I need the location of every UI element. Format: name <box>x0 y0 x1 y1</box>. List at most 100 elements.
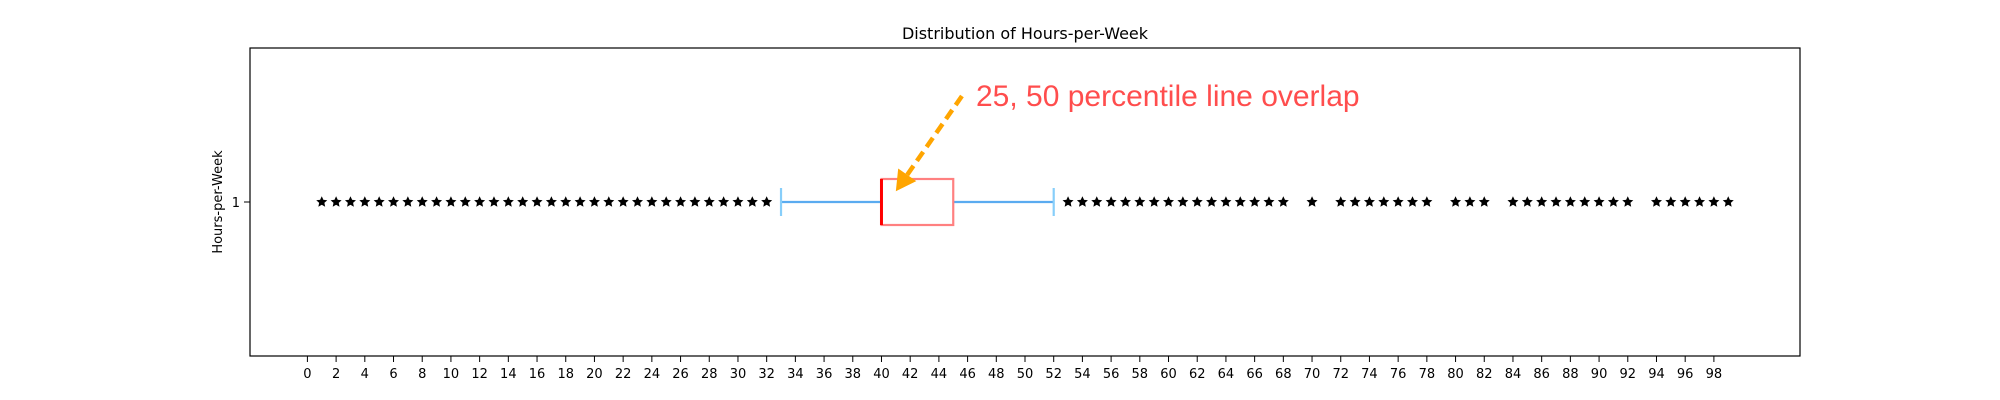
x-tick-label: 70 <box>1304 367 1321 382</box>
outlier-point <box>445 196 457 207</box>
outlier-point <box>1579 196 1591 207</box>
outlier-point <box>373 196 385 207</box>
y-tick-label: 1 <box>232 196 240 211</box>
outlier-point <box>416 196 428 207</box>
outlier-point <box>1722 196 1734 207</box>
x-tick-label: 88 <box>1562 367 1579 382</box>
outlier-point <box>617 196 629 207</box>
outlier-point <box>746 196 758 207</box>
x-tick-label: 94 <box>1648 367 1665 382</box>
outlier-point <box>1349 196 1361 207</box>
outlier-point <box>660 196 672 207</box>
x-tick-label: 28 <box>701 367 718 382</box>
x-tick-label: 4 <box>361 367 369 382</box>
outlier-point <box>1220 196 1232 207</box>
outlier-point <box>1062 196 1074 207</box>
outlier-point <box>431 196 443 207</box>
outlier-point <box>387 196 400 207</box>
x-tick-label: 72 <box>1332 367 1349 382</box>
outlier-point <box>1694 196 1706 207</box>
outlier-point <box>732 196 744 207</box>
x-tick-label: 20 <box>586 367 603 382</box>
outlier-point <box>1234 196 1246 207</box>
x-tick-label: 16 <box>529 367 546 382</box>
outlier-point <box>1119 196 1131 207</box>
outlier-point <box>1622 196 1634 207</box>
outlier-point <box>1679 196 1691 207</box>
x-tick-label: 62 <box>1189 367 1206 382</box>
annotation-text: 25, 50 percentile line overlap <box>976 80 1360 113</box>
x-tick-label: 10 <box>443 367 460 382</box>
outlier-point <box>359 196 371 207</box>
outlier-point <box>545 196 557 207</box>
outlier-point <box>689 196 701 207</box>
outlier-point <box>1091 196 1103 207</box>
outlier-point <box>1550 196 1562 207</box>
outlier-point <box>631 196 644 207</box>
x-tick-label: 26 <box>672 367 689 382</box>
x-tick-label: 54 <box>1074 367 1091 382</box>
outlier-point <box>1464 196 1476 207</box>
x-tick-label: 2 <box>332 367 340 382</box>
outlier-points <box>316 196 1734 207</box>
x-tick-label: 22 <box>615 367 632 382</box>
outlier-point <box>718 196 730 207</box>
outlier-point <box>761 196 773 207</box>
x-tick-label: 74 <box>1361 367 1378 382</box>
x-tick-label: 52 <box>1045 367 1062 382</box>
outlier-point <box>703 196 715 207</box>
outlier-point <box>603 196 615 207</box>
outlier-point <box>1521 196 1533 207</box>
x-tick-label: 90 <box>1591 367 1608 382</box>
outlier-point <box>574 196 586 207</box>
outlier-point <box>531 196 543 207</box>
x-tick-label: 58 <box>1132 367 1149 382</box>
outlier-point <box>330 196 342 207</box>
x-tick-label: 98 <box>1706 367 1723 382</box>
x-tick-label: 8 <box>418 367 426 382</box>
outlier-point <box>588 196 600 207</box>
outlier-point <box>1607 196 1619 207</box>
outlier-point <box>502 196 514 207</box>
x-tick-label: 56 <box>1103 367 1120 382</box>
x-tick-label: 6 <box>389 367 397 382</box>
outlier-point <box>675 196 687 207</box>
x-tick-label: 24 <box>644 367 661 382</box>
outlier-point <box>1406 196 1419 207</box>
x-tick-label: 38 <box>845 367 862 382</box>
chart-title: Distribution of Hours-per-Week <box>902 24 1149 43</box>
outlier-point <box>1392 196 1404 207</box>
x-tick-label: 18 <box>557 367 574 382</box>
outlier-point <box>1363 196 1375 207</box>
outlier-point <box>1507 196 1519 207</box>
x-tick-label: 12 <box>471 367 488 382</box>
x-tick-label: 64 <box>1218 367 1235 382</box>
x-tick-label: 92 <box>1620 367 1637 382</box>
outlier-point <box>1249 196 1261 207</box>
y-axis-label: Hours-per-Week <box>211 150 226 254</box>
outlier-point <box>1306 196 1318 207</box>
outlier-point <box>1134 196 1146 207</box>
outlier-point <box>517 196 529 207</box>
x-tick-label: 0 <box>303 367 311 382</box>
outlier-point <box>1076 196 1088 207</box>
x-tick-label: 84 <box>1505 367 1522 382</box>
x-tick-label: 30 <box>730 367 747 382</box>
outlier-point <box>1593 196 1605 207</box>
x-tick-label: 50 <box>1017 367 1034 382</box>
x-axis: 0 2 4 6 8 10 12 14 16 18 20 22 24 26 28 30 32 34 36 38 40 42 4… <box>303 356 1722 382</box>
x-tick-label: 36 <box>816 367 833 382</box>
x-tick-label: 96 <box>1677 367 1694 382</box>
x-tick-label: 14 <box>500 367 517 382</box>
outlier-point <box>1478 196 1490 207</box>
outlier-point <box>1536 196 1548 207</box>
outlier-point <box>1708 196 1720 207</box>
box-element <box>779 177 1055 227</box>
x-tick-label: 48 <box>988 367 1005 382</box>
outlier-point <box>1650 196 1663 207</box>
outlier-point <box>646 196 658 207</box>
x-tick-label: 82 <box>1476 367 1493 382</box>
x-tick-label: 32 <box>758 367 775 382</box>
outlier-point <box>474 196 486 207</box>
annotation-arrow-head <box>895 168 917 192</box>
